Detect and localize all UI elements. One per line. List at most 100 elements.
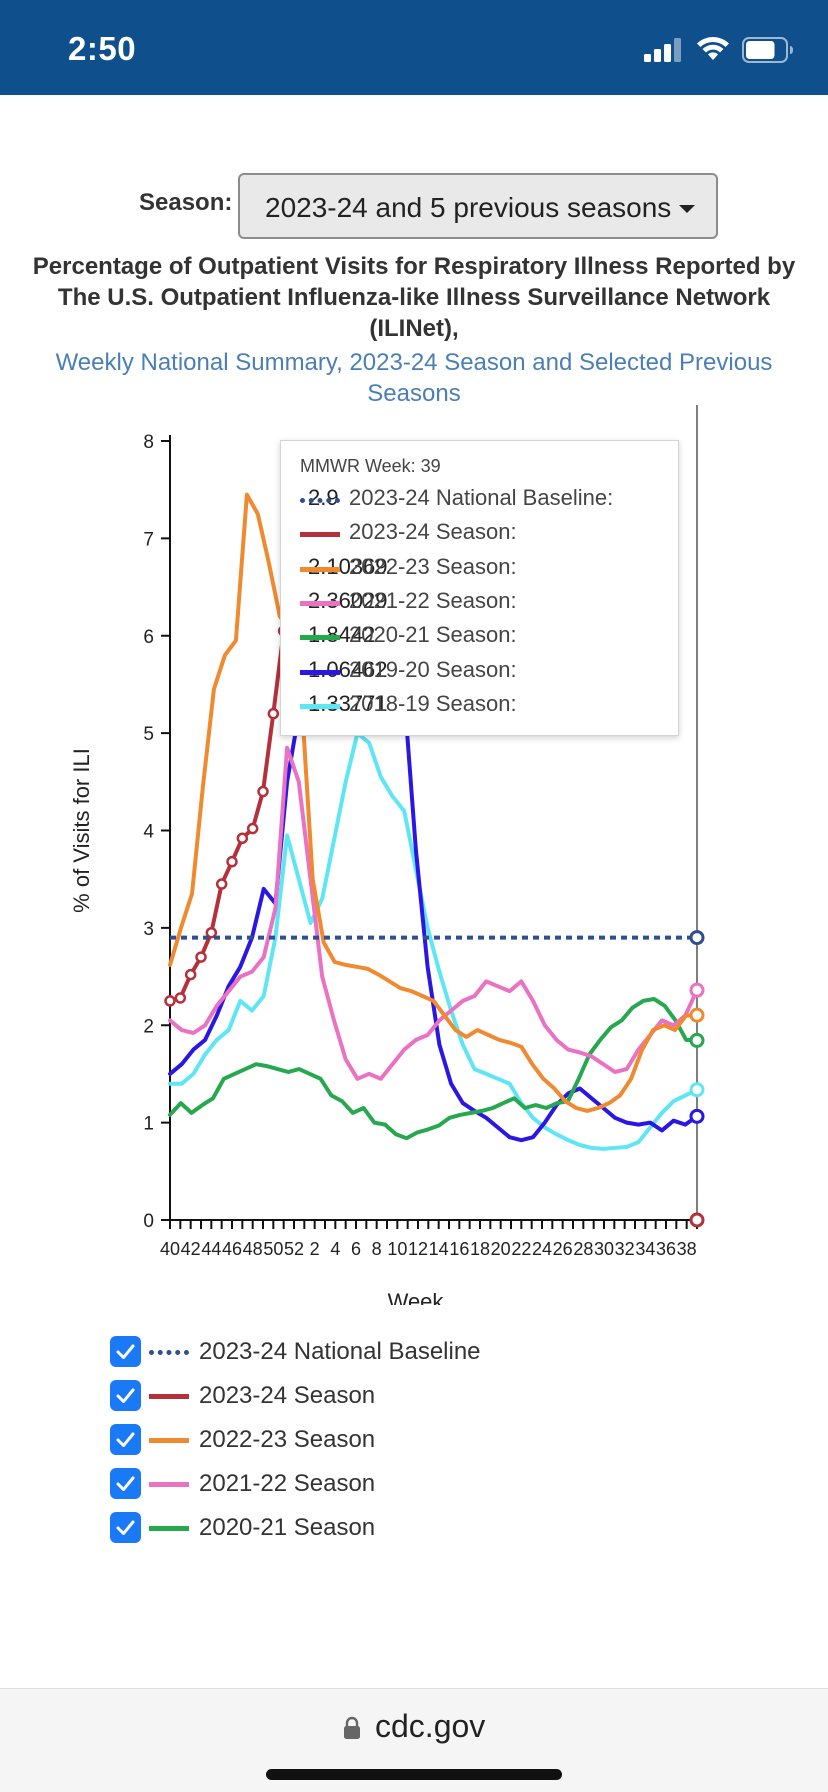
x-tick-label: 44 (201, 1239, 221, 1259)
legend-checkbox[interactable] (110, 1512, 141, 1543)
status-time: 2:50 (68, 30, 137, 67)
tooltip-value: 2.10369 (308, 553, 388, 579)
tooltip-label: 2022-23 Season: (349, 553, 517, 579)
tooltip-row: 2021-22 Season: 2.36029 (300, 588, 670, 618)
x-axis-title: Week (388, 1289, 445, 1305)
x-tick-label: 32 (615, 1239, 635, 1259)
x-tick-label: 40 (160, 1239, 180, 1259)
x-tick-label: 34 (635, 1239, 655, 1259)
series-point (267, 707, 280, 720)
y-tick-label: 8 (143, 432, 154, 453)
tooltip-swatch (300, 635, 340, 641)
legend-swatch (149, 1394, 189, 1399)
signal-icon (644, 38, 681, 62)
x-tick-label: 2 (310, 1239, 320, 1259)
tooltip-swatch (300, 532, 340, 538)
checkmark-icon (116, 1388, 135, 1403)
url-text[interactable]: cdc.gov (375, 1708, 486, 1744)
legend-item[interactable]: 2023-24 Season (110, 1380, 630, 1414)
wifi-icon (697, 37, 729, 60)
x-tick-label: 14 (429, 1239, 449, 1259)
chart-subtitle[interactable]: Weekly National Summary, 2023-24 Season … (55, 349, 773, 407)
tooltip-swatch (300, 566, 340, 572)
browser-bottom-bar: cdc.gov (0, 1688, 828, 1792)
x-tick-label: 16 (449, 1239, 469, 1259)
x-tick-label: 30 (594, 1239, 614, 1259)
season-select[interactable]: 2023-24 and 5 previous seasons (238, 173, 718, 239)
legend-swatch (149, 1482, 189, 1487)
home-indicator[interactable] (266, 1769, 562, 1780)
legend-checkbox[interactable] (110, 1380, 141, 1411)
checkmark-icon (116, 1344, 135, 1359)
y-tick-label: 2 (143, 1016, 154, 1037)
checkmark-icon (116, 1432, 135, 1447)
x-tick-label: 24 (532, 1239, 552, 1259)
x-tick-label: 52 (284, 1239, 304, 1259)
tooltip-row: 2020-21 Season: 1.8442 (300, 622, 670, 652)
tooltip-row: 2018-19 Season: 1.33771 (300, 691, 670, 721)
hover-point (689, 1007, 705, 1023)
series-line (168, 575, 699, 1143)
series-point (184, 968, 197, 981)
y-tick-label: 5 (143, 724, 154, 745)
series-point (215, 878, 228, 890)
legend-item[interactable]: 2020-21 Season (110, 1512, 630, 1546)
hover-point (689, 1082, 705, 1098)
x-tick-label: 8 (372, 1239, 382, 1259)
legend-item[interactable]: 2022-23 Season (110, 1424, 630, 1458)
legend-checkbox[interactable] (110, 1424, 141, 1455)
tooltip-label: 2023-24 Season: (349, 519, 517, 545)
battery-icon (742, 37, 793, 63)
tooltip-row: 2023-24 National Baseline: 2.9 (300, 485, 670, 515)
x-tick-label: 36 (656, 1239, 676, 1259)
y-tick-label: 7 (143, 529, 154, 550)
series-point (164, 995, 176, 1007)
tooltip-swatch (300, 498, 340, 503)
status-bar: 2:50 (0, 0, 828, 95)
x-tick-label: 10 (387, 1239, 407, 1259)
legend-swatch (149, 1526, 189, 1531)
series-point (246, 822, 259, 835)
legend-swatch (149, 1438, 189, 1443)
tooltip-label: 2021-22 Season: (349, 587, 517, 613)
tooltip-label: 2020-21 Season: (349, 622, 517, 648)
tooltip-value: 1.8442 (308, 622, 376, 648)
tooltip-value: 1.33771 (308, 690, 388, 716)
x-tick-label: 26 (553, 1239, 573, 1259)
legend-label: 2021-22 Season (199, 1470, 376, 1497)
tooltip-row: 2019-20 Season: 1.06462 (300, 657, 670, 687)
hover-point (689, 1108, 705, 1124)
y-axis-title: % of Visits for ILI (69, 748, 94, 913)
legend-item[interactable]: 2021-22 Season (110, 1468, 630, 1502)
tooltip-row: 2023-24 Season: (300, 519, 670, 549)
battery-fill (746, 41, 775, 59)
checkmark-icon (116, 1520, 135, 1535)
y-tick-label: 4 (143, 822, 154, 843)
legend-label: 2020-21 Season (199, 1514, 376, 1541)
y-tick-label: 1 (143, 1114, 154, 1135)
tooltip-label: 2019-20 Season: (349, 656, 517, 682)
hover-point (689, 1212, 705, 1228)
legend-item[interactable]: 2023-24 National Baseline (110, 1336, 630, 1370)
checkmark-icon (116, 1476, 135, 1491)
x-tick-label: 22 (511, 1239, 531, 1259)
tooltip-week: MMWR Week: 39 (300, 456, 441, 476)
hover-point (689, 982, 705, 998)
tooltip-swatch (300, 703, 340, 709)
chart-tooltip: MMWR Week: 39 2023-24 National Baseline:… (280, 440, 679, 736)
series-point (195, 951, 207, 963)
legend-checkbox[interactable] (110, 1336, 141, 1367)
x-tick-label: 28 (573, 1239, 593, 1259)
hover-point (689, 930, 705, 946)
legend-checkbox[interactable] (110, 1468, 141, 1499)
legend-label: 2022-23 Season (199, 1426, 376, 1453)
series-line (168, 745, 699, 1081)
legend-swatch (149, 1350, 189, 1355)
x-tick-label: 48 (243, 1239, 263, 1259)
tooltip-value: 1.06462 (308, 656, 388, 682)
season-label: Season: (139, 189, 233, 216)
x-tick-label: 6 (351, 1239, 361, 1259)
x-tick-label: 46 (222, 1239, 242, 1259)
x-tick-label: 12 (408, 1239, 428, 1259)
